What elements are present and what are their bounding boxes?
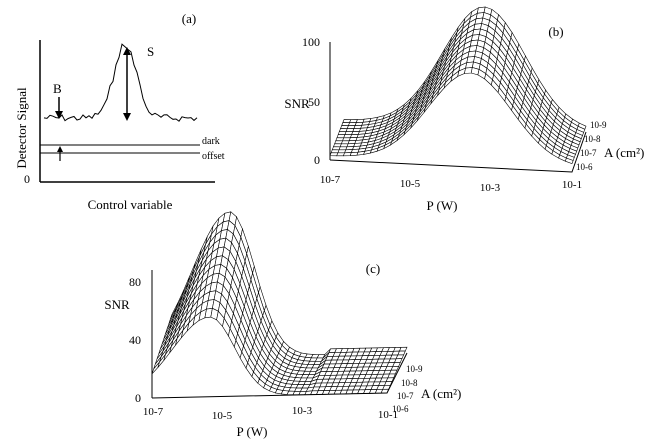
panel-b-z-tick-50: 50 [308,95,320,109]
background-label: B [53,81,62,96]
panel-b-z-tick-0: 0 [314,153,320,167]
panel-c-ylabel: A (cm²) [421,386,461,401]
panel-b-ylabel: A (cm²) [604,145,644,160]
panel-c-x-tick-1: 10-7 [143,406,164,418]
panel-b-x-tick-4: 10-1 [562,179,582,191]
panel-b-label: (b) [548,24,563,39]
panel-b-z-tick-100: 100 [302,35,320,49]
panel-b-x-tick-1: 10-7 [320,174,341,186]
panel-c-x-tick-3: 10-3 [292,405,313,417]
panel-c-base-edge [151,352,408,399]
panel-b: (b) SNR 0 50 100 10-7 10-5 10-3 10-1 P (… [284,6,644,213]
panel-a-ylabel: Detector Signal [14,87,29,169]
panel-c-xlabel: P (W) [237,424,268,439]
panel-b-surface [329,6,587,173]
panel-b-y-tick-4: 10-6 [576,162,593,172]
panel-c-label: (c) [366,261,380,276]
panel-c-mesh-cell [389,369,398,375]
panel-a-xlabel: Control variable [88,197,173,212]
panel-a: (a) Detector Signal 0 Control variable d… [14,11,225,212]
panel-a-label: (a) [182,11,196,26]
panel-b-y-tick-3: 10-7 [580,148,597,158]
panel-c-z-tick-40: 40 [129,333,141,347]
panel-c-z-tick-0: 0 [135,391,141,405]
panel-c-y-tick-2: 10-8 [401,378,418,388]
background-arrowhead [55,111,63,119]
panel-b-zlabel: SNR [284,96,310,111]
signal-arrowhead-down [123,113,131,121]
panel-c-surface [151,211,408,399]
dark-label: dark [202,136,220,147]
panel-c-y-tick-4: 10-6 [392,404,409,414]
panel-c-y-tick-3: 10-7 [397,391,414,401]
panel-b-mesh-cell [564,157,574,164]
panel-c-x-tick-4: 10-1 [378,409,398,421]
panel-c-z-tick-80: 80 [129,275,141,289]
panel-c-x-tick-2: 10-5 [212,410,233,422]
panel-c-zlabel: SNR [104,297,130,312]
panel-b-x-tick-2: 10-5 [400,178,421,190]
panel-b-xlabel: P (W) [427,198,458,213]
detector-signal-trace [43,43,198,122]
panel-a-y-origin: 0 [24,172,30,186]
panel-c-mesh-cell [394,358,403,363]
offset-label: offset [202,151,225,162]
panel-c-y-tick-1: 10-9 [406,364,423,374]
signal-label: S [147,44,154,59]
panel-b-y-tick-1: 10-9 [590,120,607,130]
panel-b-x-tick-3: 10-3 [480,182,501,194]
signal-arrowhead-up [123,47,131,55]
panel-c: (c) SNR 0 40 80 10-7 10-5 10-3 10-1 P (W… [104,211,461,439]
panel-b-y-tick-2: 10-8 [584,134,601,144]
panel-b-base-edge [329,131,587,173]
panel-c-mesh-cell [399,346,408,352]
offset-arrowhead [57,146,63,152]
